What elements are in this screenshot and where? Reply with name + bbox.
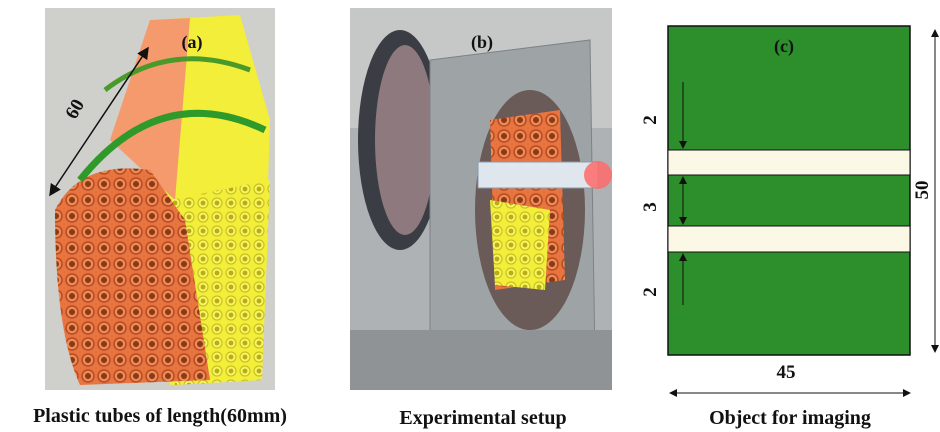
gap-label: 2 <box>640 287 661 297</box>
object-diagram: (c) 2 3 2 50 45 <box>640 26 935 393</box>
panel-label: (a) <box>182 32 203 53</box>
caption: Experimental setup <box>399 407 566 429</box>
caption: Plastic tubes of length(60mm) <box>33 405 287 427</box>
height-label: 50 <box>912 181 933 200</box>
photo-setup: (b) <box>350 8 612 390</box>
caption: Object for imaging <box>709 407 871 429</box>
gap-label: 3 <box>640 202 661 212</box>
width-label: 45 <box>777 362 796 383</box>
photo-tubes: 60 (a) <box>45 8 275 390</box>
panel-label: (c) <box>774 36 794 57</box>
figure: 60 (a) (b) (c) 2 3 2 50 45 Plastic tubes… <box>0 0 940 432</box>
panel-label: (b) <box>471 32 493 53</box>
gap-label: 2 <box>640 115 661 125</box>
